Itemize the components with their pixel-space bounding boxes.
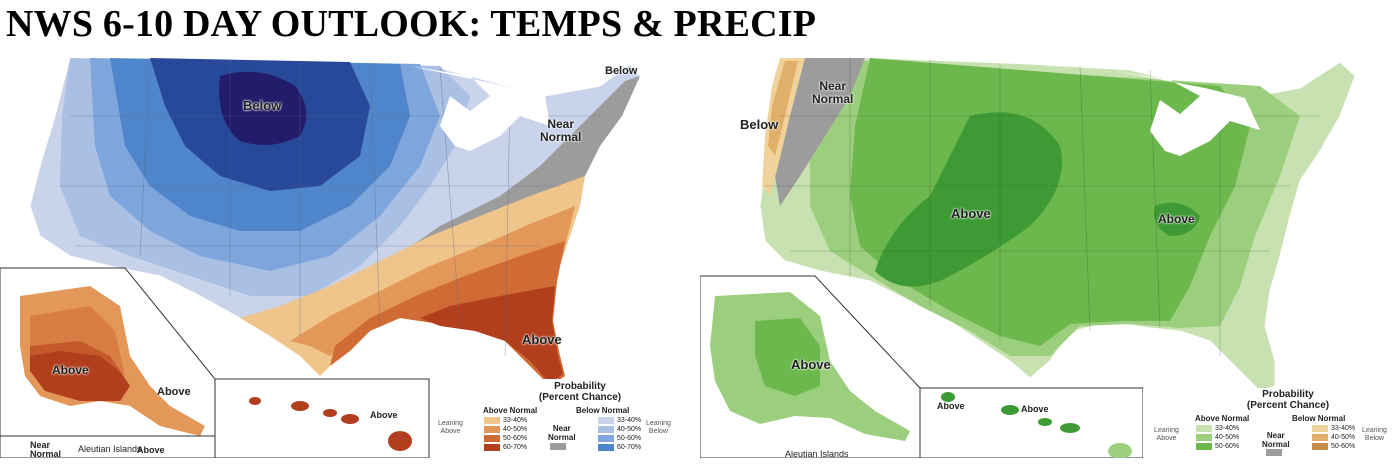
legend-near-swatch bbox=[550, 443, 566, 450]
legend-title: Probability (Percent Chance) bbox=[1246, 389, 1330, 411]
state-lines bbox=[60, 57, 600, 357]
legend-row: 50-60% bbox=[1196, 443, 1239, 450]
legend-row-label: 33-40% bbox=[617, 417, 642, 424]
legend-swatch bbox=[598, 426, 614, 433]
legend-row-label: 40-50% bbox=[1331, 434, 1356, 441]
great-lakes bbox=[1110, 70, 1260, 156]
legend-leaning-above: Leaning Above bbox=[438, 420, 463, 435]
label-above-alaska-panhandle: Above bbox=[157, 386, 191, 398]
temperature-outlook-map: Below Below Near Normal Above Above Abov… bbox=[0, 56, 700, 459]
legend-swatch bbox=[1196, 425, 1212, 432]
legend-row: 40-50% bbox=[1196, 434, 1239, 441]
precip-band-4 bbox=[875, 112, 1062, 287]
alaska-core bbox=[755, 318, 820, 396]
label-below-ne: Below bbox=[605, 65, 638, 77]
legend-row: 40-50% bbox=[1312, 434, 1355, 441]
legend-row-label: 50-60% bbox=[503, 435, 528, 442]
label-aleutian-islands: Aleutian Islands bbox=[785, 449, 849, 459]
label-aleutian-islands: Aleutian Islands bbox=[78, 444, 142, 454]
precip-near-normal-west bbox=[775, 58, 865, 206]
legend-row: 33-40% bbox=[1196, 425, 1239, 432]
legend-near-swatch bbox=[1266, 449, 1282, 456]
legend-row-label: 33-40% bbox=[1331, 425, 1356, 432]
great-lakes bbox=[410, 66, 550, 151]
label-below-center: Below bbox=[243, 98, 282, 113]
precip-band-4-east bbox=[1154, 202, 1200, 236]
label-above-hawaii-1: Above bbox=[937, 401, 965, 411]
legend-row: 60-70% bbox=[484, 444, 527, 451]
legend-near-header: Near Normal bbox=[1262, 431, 1290, 449]
page-title: NWS 6-10 DAY OUTLOOK: TEMPS & PRECIP bbox=[6, 3, 817, 45]
below-band-5 bbox=[219, 71, 307, 145]
label-above-alaska: Above bbox=[791, 357, 831, 372]
legend-row: 33-40% bbox=[484, 417, 527, 424]
legend-swatch bbox=[1196, 443, 1212, 450]
precipitation-legend: Probability (Percent Chance) Above Norma… bbox=[1154, 389, 1400, 458]
legend-above-header: Above Normal bbox=[1195, 414, 1250, 423]
legend-row: 50-60% bbox=[1312, 443, 1355, 450]
legend-leaning-below: Leaning Below bbox=[1362, 427, 1387, 442]
temperature-legend: Probability (Percent Chance) Above Norma… bbox=[438, 381, 700, 458]
legend-title: Probability (Percent Chance) bbox=[538, 381, 622, 403]
legend-swatch bbox=[484, 417, 500, 424]
legend-row-label: 40-50% bbox=[617, 426, 642, 433]
label-above-hawaii: Above bbox=[370, 410, 398, 420]
legend-row-label: 33-40% bbox=[1215, 425, 1240, 432]
legend-row: 50-60% bbox=[484, 435, 527, 442]
legend-row-label: 40-50% bbox=[503, 426, 528, 433]
legend-row-label: 40-50% bbox=[1215, 434, 1240, 441]
precip-below-west-2 bbox=[768, 61, 798, 156]
aleutian-inset-frame bbox=[0, 435, 216, 458]
hawaii-islands bbox=[249, 397, 412, 451]
legend-swatch bbox=[1196, 434, 1212, 441]
legend-leaning-below: Leaning Below bbox=[646, 420, 671, 435]
above-band-4 bbox=[420, 286, 563, 384]
legend-swatch bbox=[484, 444, 500, 451]
legend-below-header: Below Normal bbox=[576, 406, 630, 415]
legend-row: 33-40% bbox=[598, 417, 641, 424]
legend-row-label: 50-60% bbox=[617, 435, 642, 442]
legend-swatch bbox=[484, 426, 500, 433]
precip-below-west bbox=[762, 58, 805, 196]
legend-swatch bbox=[484, 435, 500, 442]
label-below-west: Below bbox=[740, 117, 779, 132]
legend-row: 60-70% bbox=[598, 444, 641, 451]
legend-row: 40-50% bbox=[598, 426, 641, 433]
legend-row: 33-40% bbox=[1312, 425, 1355, 432]
legend-below-header: Below Normal bbox=[1292, 414, 1346, 423]
label-above-east: Above bbox=[1158, 212, 1195, 226]
label-above-center: Above bbox=[951, 206, 991, 221]
label-near-normal: Near Normal bbox=[540, 117, 582, 144]
legend-swatch bbox=[1312, 434, 1328, 441]
legend-row-label: 50-60% bbox=[1215, 443, 1240, 450]
legend-near-header: Near Normal bbox=[548, 424, 576, 442]
temperature-map-graphic bbox=[0, 57, 700, 458]
legend-swatch bbox=[598, 435, 614, 442]
label-above-hawaii-2: Above bbox=[1021, 404, 1049, 414]
legend-row-label: 50-60% bbox=[1331, 443, 1356, 450]
legend-row: 50-60% bbox=[598, 435, 641, 442]
label-near-normal: Near Normal bbox=[812, 79, 854, 106]
legend-swatch bbox=[598, 417, 614, 424]
hawaii-islands bbox=[941, 392, 1132, 458]
legend-row: 40-50% bbox=[484, 426, 527, 433]
legend-swatch bbox=[1312, 443, 1328, 450]
legend-leaning-above: Leaning Above bbox=[1154, 427, 1179, 442]
legend-above-header: Above Normal bbox=[483, 406, 538, 415]
alaska-mid bbox=[30, 306, 125, 376]
label-above-florida: Above bbox=[522, 332, 562, 347]
label-near-normal-aleutian: Near Normal bbox=[30, 440, 62, 459]
legend-swatch bbox=[1312, 425, 1328, 432]
precipitation-map-graphic bbox=[700, 57, 1400, 458]
precipitation-outlook-map: Near Normal Below Above Above Above Abov… bbox=[700, 56, 1400, 459]
label-above-aleutian: Above bbox=[137, 445, 165, 455]
legend-swatch bbox=[598, 444, 614, 451]
hawaii-inset-frame bbox=[919, 387, 1144, 458]
legend-bg bbox=[1143, 388, 1400, 458]
legend-row-label: 60-70% bbox=[503, 444, 528, 451]
label-above-alaska: Above bbox=[52, 363, 89, 377]
legend-row-label: 33-40% bbox=[503, 417, 528, 424]
legend-row-label: 60-70% bbox=[617, 444, 642, 451]
